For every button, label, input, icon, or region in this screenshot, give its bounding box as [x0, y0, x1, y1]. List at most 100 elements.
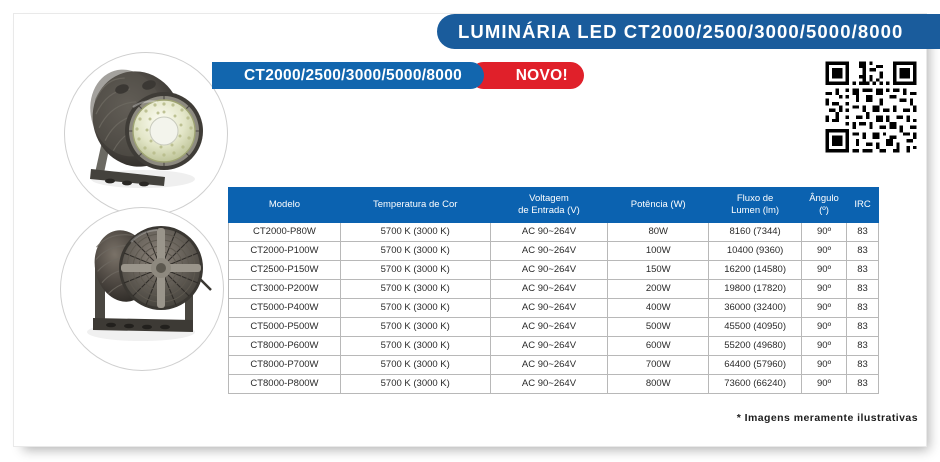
table-row: CT2000-P80W 5700 K (3000 K) AC 90~264V 8… — [228, 221, 879, 242]
page-title: LUMINÁRIA LED CT2000/2500/3000/5000/8000 — [458, 20, 904, 42]
cell-fluxo: 36000 (32400) — [708, 297, 803, 318]
model-codes-bar: CT2000/2500/3000/5000/8000 — [212, 62, 484, 89]
cell-irc: 83 — [846, 278, 879, 299]
cell-potencia: 600W — [607, 335, 710, 356]
cell-voltagem: AC 90~264V — [489, 259, 609, 280]
col-header-angulo: Ângulo (º) — [801, 187, 847, 223]
cell-temperatura: 5700 K (3000 K) — [339, 354, 491, 375]
table-body: CT2000-P80W 5700 K (3000 K) AC 90~264V 8… — [228, 221, 879, 394]
cell-potencia: 200W — [607, 278, 710, 299]
cell-potencia: 400W — [607, 297, 710, 318]
cell-voltagem: AC 90~264V — [489, 373, 609, 394]
novo-badge-label: NOVO! — [515, 66, 568, 84]
cell-potencia: 100W — [607, 240, 710, 261]
cell-fluxo: 19800 (17820) — [708, 278, 803, 299]
qr-code-icon — [822, 58, 920, 156]
cell-temperatura: 5700 K (3000 K) — [339, 278, 491, 299]
cell-fluxo: 64400 (57960) — [708, 354, 803, 375]
cell-temperatura: 5700 K (3000 K) — [339, 297, 491, 318]
cell-temperatura: 5700 K (3000 K) — [339, 240, 491, 261]
cell-angulo: 90º — [801, 221, 847, 242]
table-row: CT2000-P100W 5700 K (3000 K) AC 90~264V … — [228, 240, 879, 261]
cell-angulo: 90º — [801, 373, 847, 394]
led-floodlight-angled-icon — [90, 69, 203, 188]
cell-irc: 83 — [846, 259, 879, 280]
cell-voltagem: AC 90~264V — [489, 240, 609, 261]
cell-temperatura: 5700 K (3000 K) — [339, 373, 491, 394]
table-row: CT3000-P200W 5700 K (3000 K) AC 90~264V … — [228, 278, 879, 299]
table-row: CT8000-P800W 5700 K (3000 K) AC 90~264V … — [228, 373, 879, 394]
cell-angulo: 90º — [801, 354, 847, 375]
table-row: CT2500-P150W 5700 K (3000 K) AC 90~264V … — [228, 259, 879, 280]
col-header-fluxo-line1: Fluxo de — [736, 193, 774, 204]
table-header-row: Modelo Temperatura de Cor Voltagem de En… — [228, 187, 879, 223]
cell-potencia: 80W — [607, 221, 710, 242]
specifications-table: Modelo Temperatura de Cor Voltagem de En… — [228, 187, 879, 394]
cell-angulo: 90º — [801, 278, 847, 299]
cell-fluxo: 8160 (7344) — [708, 221, 803, 242]
cell-irc: 83 — [846, 240, 879, 261]
cell-modelo: CT2000-P80W — [228, 221, 341, 242]
cell-modelo: CT8000-P600W — [228, 335, 341, 356]
col-header-voltagem-line2: de Entrada (V) — [518, 204, 580, 216]
col-header-temperatura: Temperatura de Cor — [339, 187, 491, 223]
col-header-modelo: Modelo — [228, 187, 341, 223]
col-header-voltagem-line1: Voltagem — [529, 193, 569, 204]
table-row: CT5000-P400W 5700 K (3000 K) AC 90~264V … — [228, 297, 879, 318]
cell-potencia: 500W — [607, 316, 710, 337]
cell-angulo: 90º — [801, 240, 847, 261]
cell-fluxo: 45500 (40950) — [708, 316, 803, 337]
table-row: CT8000-P700W 5700 K (3000 K) AC 90~264V … — [228, 354, 879, 375]
cell-voltagem: AC 90~264V — [489, 316, 609, 337]
cell-potencia: 800W — [607, 373, 710, 394]
cell-fluxo: 10400 (9360) — [708, 240, 803, 261]
cell-modelo: CT5000-P500W — [228, 316, 341, 337]
model-strip: NOVO! CT2000/2500/3000/5000/8000 — [212, 62, 584, 89]
cell-irc: 83 — [846, 221, 879, 242]
cell-modelo: CT2500-P150W — [228, 259, 341, 280]
cell-irc: 83 — [846, 316, 879, 337]
cell-irc: 83 — [846, 297, 879, 318]
cell-irc: 83 — [846, 335, 879, 356]
cell-potencia: 700W — [607, 354, 710, 375]
cell-modelo: CT5000-P400W — [228, 297, 341, 318]
col-header-fluxo: Fluxo de Lumen (lm) — [708, 187, 803, 223]
cell-modelo: CT8000-P800W — [228, 373, 341, 394]
cell-modelo: CT8000-P700W — [228, 354, 341, 375]
cell-temperatura: 5700 K (3000 K) — [339, 335, 491, 356]
cell-voltagem: AC 90~264V — [489, 278, 609, 299]
qr-code[interactable] — [822, 58, 920, 156]
cell-temperatura: 5700 K (3000 K) — [339, 259, 491, 280]
cell-irc: 83 — [846, 354, 879, 375]
cell-temperatura: 5700 K (3000 K) — [339, 221, 491, 242]
cell-modelo: CT2000-P100W — [228, 240, 341, 261]
cell-angulo: 90º — [801, 259, 847, 280]
col-header-irc: IRC — [846, 187, 879, 223]
col-header-voltagem: Voltagem de Entrada (V) — [489, 187, 609, 223]
product-photo-top — [64, 52, 228, 216]
cell-voltagem: AC 90~264V — [489, 354, 609, 375]
cell-voltagem: AC 90~264V — [489, 221, 609, 242]
title-banner: LUMINÁRIA LED CT2000/2500/3000/5000/8000 — [437, 14, 940, 49]
novo-badge: NOVO! — [470, 62, 584, 89]
cell-angulo: 90º — [801, 297, 847, 318]
cell-temperatura: 5700 K (3000 K) — [339, 316, 491, 337]
cell-angulo: 90º — [801, 335, 847, 356]
illustrative-images-note: * Imagens meramente ilustrativas — [736, 412, 918, 424]
cell-voltagem: AC 90~264V — [489, 297, 609, 318]
product-photo-bottom — [60, 207, 224, 371]
cell-fluxo: 16200 (14580) — [708, 259, 803, 280]
table-row: CT5000-P500W 5700 K (3000 K) AC 90~264V … — [228, 316, 879, 337]
col-header-fluxo-line2: Lumen (lm) — [731, 204, 780, 216]
cell-fluxo: 55200 (49680) — [708, 335, 803, 356]
table-row: CT8000-P600W 5700 K (3000 K) AC 90~264V … — [228, 335, 879, 356]
led-floodlight-rear-icon — [87, 226, 212, 341]
cell-potencia: 150W — [607, 259, 710, 280]
cell-fluxo: 73600 (66240) — [708, 373, 803, 394]
model-codes-label: CT2000/2500/3000/5000/8000 — [243, 66, 463, 84]
col-header-potencia: Potência (W) — [607, 187, 710, 223]
cell-angulo: 90º — [801, 316, 847, 337]
cell-modelo: CT3000-P200W — [228, 278, 341, 299]
cell-voltagem: AC 90~264V — [489, 335, 609, 356]
